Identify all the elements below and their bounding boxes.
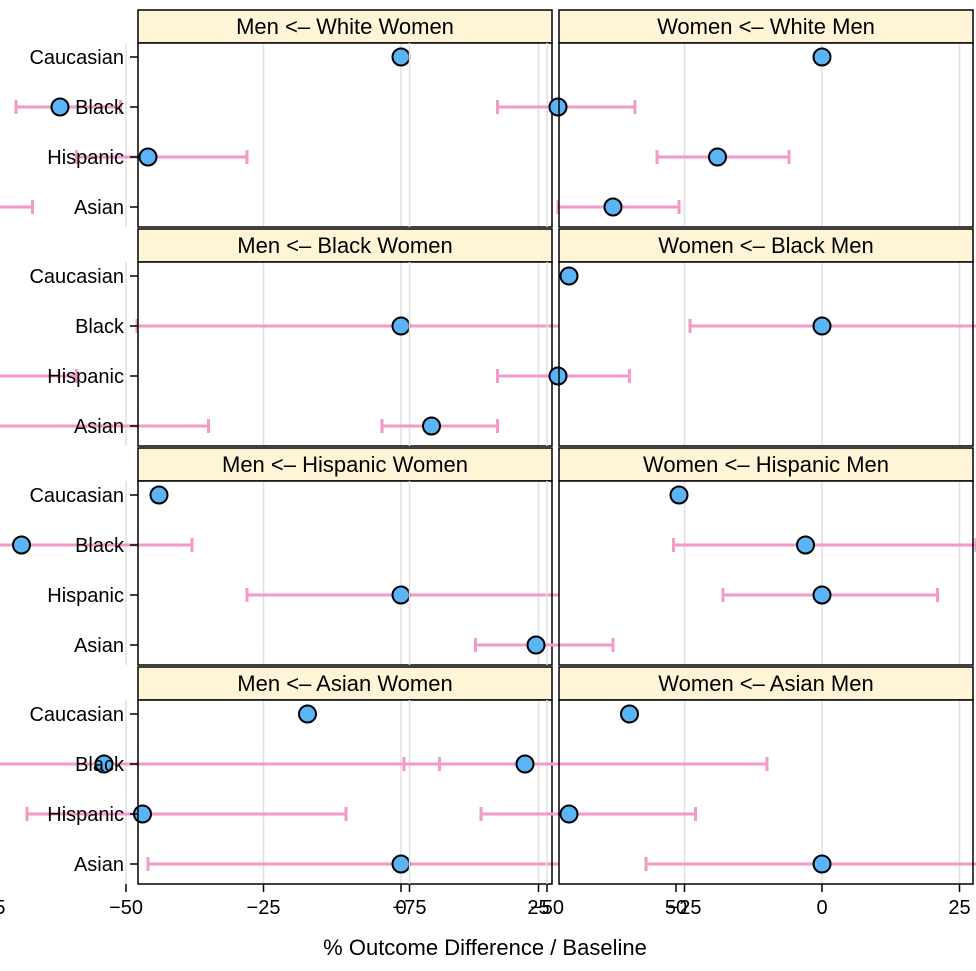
data-point	[796, 535, 815, 555]
panel-title: Women <– Asian Men	[658, 671, 873, 696]
data-point	[548, 366, 568, 386]
y-tick-label: Asian	[74, 635, 124, 657]
y-tick-label: Black	[75, 316, 125, 338]
data-point	[391, 585, 411, 605]
y-tick-label: Black	[75, 535, 125, 557]
y-tick-label: Caucasian	[29, 47, 124, 69]
y-tick-label: Caucasian	[29, 266, 124, 288]
data-point	[391, 47, 411, 67]
panel-strip	[137, 666, 553, 701]
y-tick-label: Black	[75, 754, 125, 776]
y-tick-label: Asian	[74, 416, 124, 438]
x-tick-label: −25	[668, 897, 702, 919]
data-point	[298, 704, 317, 724]
data-point	[526, 635, 546, 655]
panel-plot-area	[559, 262, 973, 446]
data-point	[669, 485, 689, 505]
panel-strip	[558, 9, 974, 44]
panel-border	[558, 699, 974, 885]
panel-title: Men <– Black Women	[237, 233, 452, 258]
panel-title: Women <– White Men	[657, 14, 875, 39]
panel: Men <– Black Women	[0, 228, 678, 447]
data-point	[812, 47, 832, 67]
panel: Women <– White Men	[408, 9, 974, 228]
panel: Women <– Hispanic Men	[408, 447, 976, 666]
x-tick-label: −75	[393, 897, 427, 919]
panel-border	[137, 261, 553, 447]
data-point	[603, 197, 623, 217]
panel-plot-area	[138, 262, 552, 446]
x-tick-label: 0	[395, 897, 406, 919]
data-point	[515, 754, 535, 774]
y-tick-label: Caucasian	[29, 704, 124, 726]
data-point	[138, 147, 158, 167]
data-point	[812, 585, 832, 605]
panel-border	[137, 42, 553, 228]
panel-plot-area	[559, 481, 973, 665]
panel-strip	[137, 228, 553, 263]
panel-title: Women <– Hispanic Men	[643, 452, 889, 477]
x-tick-label: 0	[816, 897, 827, 919]
x-tick-label: −75	[0, 897, 5, 919]
data-point	[422, 416, 441, 436]
data-point	[559, 804, 579, 824]
panel-strip	[137, 447, 553, 482]
y-tick-label: Black	[75, 97, 125, 119]
x-tick-label: −50	[530, 897, 564, 919]
data-point	[149, 485, 169, 505]
panel: Women <– Asian Men	[402, 666, 976, 885]
x-tick-label: −25	[247, 897, 281, 919]
panel: Men <– White Women	[0, 9, 677, 228]
panel-border	[137, 699, 553, 885]
panel-strip	[558, 447, 974, 482]
panel-border	[558, 480, 974, 666]
data-point	[548, 97, 568, 117]
panel-title: Men <– White Women	[236, 14, 454, 39]
panel: Men <– Hispanic Women	[0, 447, 677, 666]
data-point	[391, 316, 411, 336]
panel-border	[558, 42, 974, 228]
panels-layer: Men <– White Women Women <– White Men Men …	[0, 9, 976, 885]
x-axis-title: % Outcome Difference / Baseline	[323, 935, 647, 960]
panel-strip	[137, 9, 553, 44]
panel-title: Women <– Black Men	[658, 233, 873, 258]
data-point	[94, 754, 114, 774]
panel: Men <– Asian Women	[0, 666, 678, 885]
x-tick-label: 25	[948, 897, 970, 919]
data-point	[620, 704, 639, 724]
y-tick-label: Hispanic	[47, 804, 124, 826]
y-tick-label: Hispanic	[47, 366, 124, 388]
data-point	[559, 266, 579, 286]
panel-border	[558, 261, 974, 447]
y-axis-category-labels: Caucasian Black Hispanic Asian Caucasian Blac…	[29, 47, 138, 876]
y-tick-label: Asian	[74, 197, 124, 219]
panel-plot-area	[138, 700, 552, 884]
data-point	[50, 97, 70, 117]
data-point	[812, 316, 832, 336]
x-tick-label: −50	[109, 897, 143, 919]
y-tick-label: Caucasian	[29, 485, 124, 507]
panel-title: Men <– Hispanic Women	[222, 452, 468, 477]
y-tick-label: Asian	[74, 854, 124, 876]
data-point	[12, 535, 31, 555]
panel-border	[137, 480, 553, 666]
panel-title: Men <– Asian Women	[237, 671, 452, 696]
panel: Women <– Black Men	[380, 228, 976, 447]
y-tick-label: Hispanic	[47, 585, 124, 607]
x-tick-label: 50	[665, 897, 687, 919]
panel-plot-area	[138, 43, 552, 227]
data-point	[391, 854, 411, 874]
x-tick-label: 25	[527, 897, 549, 919]
data-point	[812, 854, 832, 874]
panel-plot-area	[559, 700, 973, 884]
data-point	[708, 147, 727, 167]
panel-plot-area	[559, 43, 973, 227]
y-tick-label: Hispanic	[47, 147, 124, 169]
panel-plot-area	[138, 481, 552, 665]
